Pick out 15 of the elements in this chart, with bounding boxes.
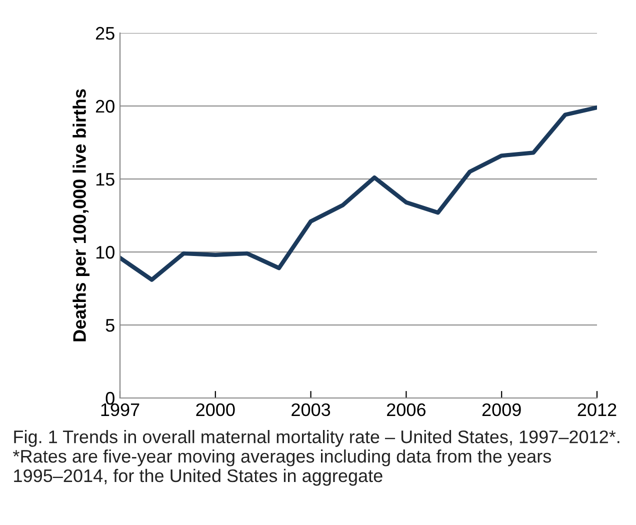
y-axis-title: Deaths per 100,000 live births	[72, 89, 90, 342]
y-tick-label: 10	[96, 246, 114, 259]
caption: Fig. 1 Trends in overall maternal mortality rate – United States, 1997–2012*. *Rates are five-year moving averages including data from the years 1995–2014, for the United States in aggregate	[13, 430, 620, 486]
x-tick-label: 1997	[101, 403, 140, 416]
x-tick-label: 2012	[578, 403, 616, 416]
y-tick-label: 15	[96, 173, 114, 186]
line-series	[120, 105, 597, 282]
y-tick-label: 25	[96, 26, 114, 40]
x-tick-label: 2000	[196, 403, 235, 416]
x-tick-label: 2003	[292, 403, 330, 416]
y-tick-label: 20	[96, 100, 114, 113]
y-tick-label: 5	[106, 319, 114, 332]
x-tick-label: 2006	[387, 403, 426, 416]
x-tick-label: 2009	[482, 403, 521, 416]
y-tick-label: 0	[106, 392, 114, 405]
